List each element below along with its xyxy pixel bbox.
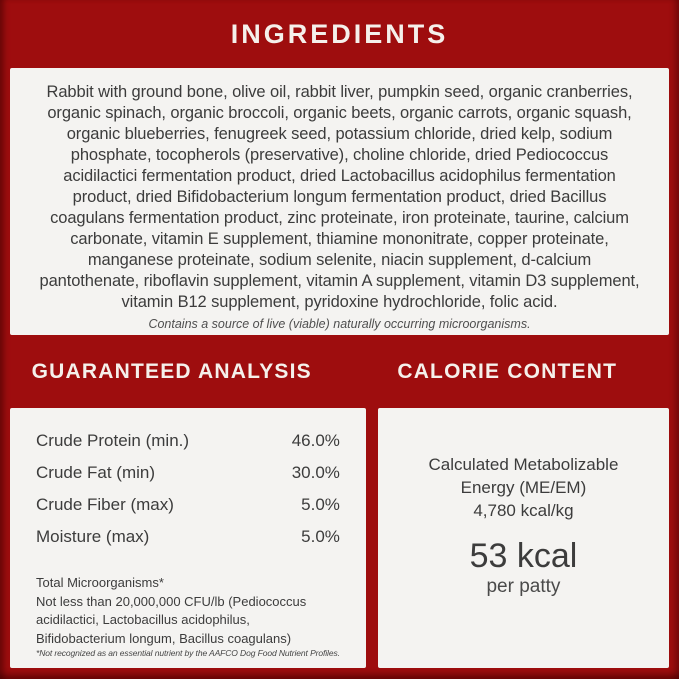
calorie-content-panel: Calculated Metabolizable Energy (ME/EM) … <box>377 408 669 668</box>
analysis-label: Crude Fiber (max) <box>36 495 174 514</box>
analysis-table: Crude Protein (min.) 46.0% Crude Fat (mi… <box>36 432 340 560</box>
analysis-value: 5.0% <box>301 527 340 546</box>
ingredients-header: INGREDIENTS <box>0 0 679 68</box>
me-energy-value: 4,780 kcal/kg <box>473 500 574 520</box>
guaranteed-analysis-panel: Crude Protein (min.) 46.0% Crude Fat (mi… <box>10 408 366 668</box>
analysis-row: Crude Fat (min) 30.0% <box>36 464 340 481</box>
section-headings-row: GUARANTEED ANALYSIS CALORIE CONTENT <box>0 335 679 408</box>
analysis-row: Crude Protein (min.) 46.0% <box>36 432 340 449</box>
analysis-value: 5.0% <box>301 495 340 514</box>
ingredients-note: Contains a source of live (viable) natur… <box>148 317 531 331</box>
analysis-footnote: *Not recognized as an essential nutrient… <box>36 648 340 658</box>
analysis-value: 46.0% <box>291 431 340 450</box>
microorganisms-title: Total Microorganisms* <box>36 575 164 590</box>
kcal-unit: per patty <box>486 575 561 597</box>
me-energy-label: Calculated Metabolizable Energy (ME/EM) <box>428 454 619 497</box>
analysis-label: Moisture (max) <box>36 527 150 546</box>
analysis-label: Crude Protein (min.) <box>36 431 190 450</box>
ingredients-title: INGREDIENTS <box>230 18 449 49</box>
microorganisms-detail: Not less than 20,000,000 CFU/lb (Pedioco… <box>36 593 307 646</box>
calorie-content-title: CALORIE CONTENT <box>397 359 618 383</box>
analysis-label: Crude Fat (min) <box>36 463 156 482</box>
analysis-row: Moisture (max) 5.0% <box>36 528 340 545</box>
guaranteed-analysis-title: GUARANTEED ANALYSIS <box>31 359 312 383</box>
ingredients-text: Rabbit with ground bone, olive oil, rabb… <box>39 83 640 311</box>
ingredients-panel: Rabbit with ground bone, olive oil, rabb… <box>10 68 669 335</box>
kcal-value: 53 kcal <box>469 536 578 575</box>
bottom-panels-row: Crude Protein (min.) 46.0% Crude Fat (mi… <box>0 408 679 668</box>
microorganisms-block: Total Microorganisms* Not less than 20,0… <box>36 574 340 648</box>
analysis-row: Crude Fiber (max) 5.0% <box>36 496 340 513</box>
analysis-value: 30.0% <box>291 463 340 482</box>
